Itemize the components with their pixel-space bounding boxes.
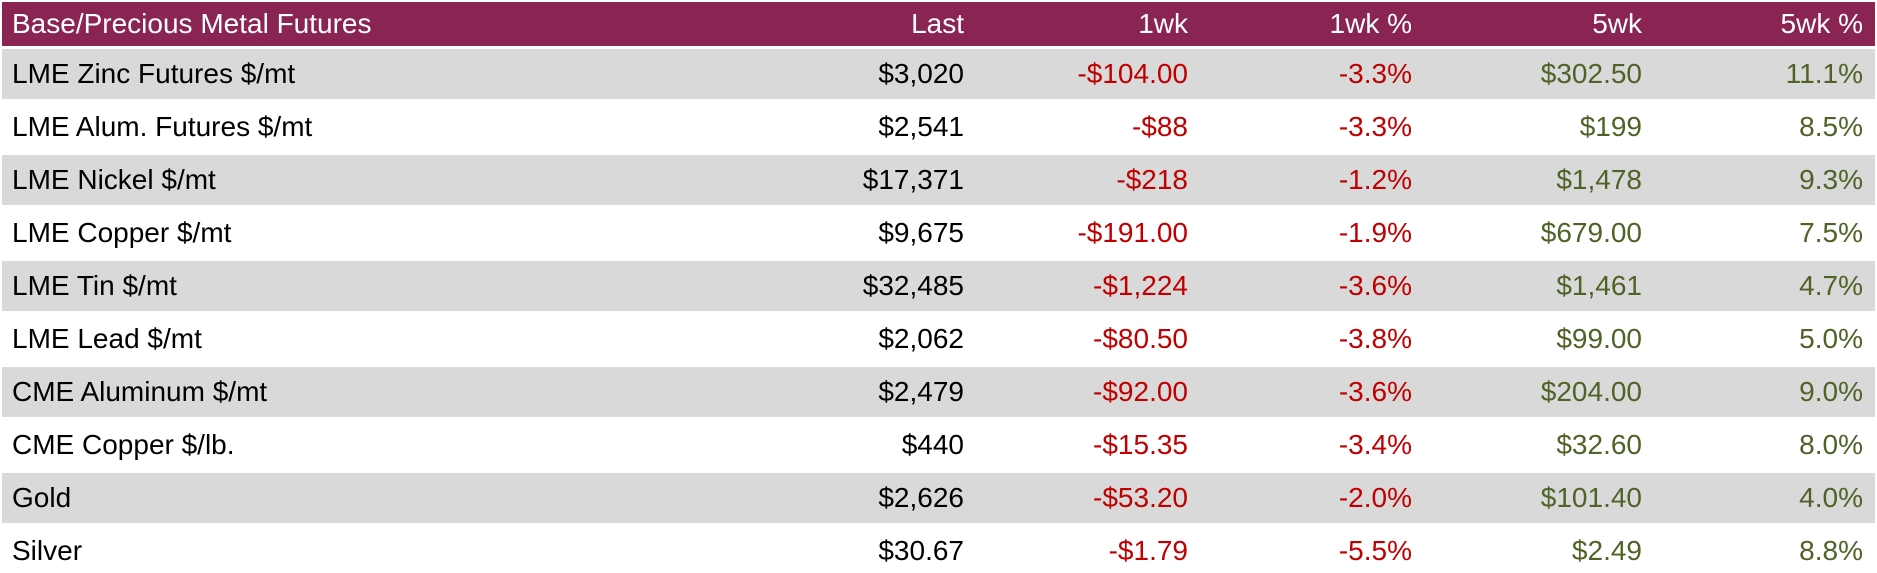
5wk-change-cell: $1,461 (1424, 261, 1654, 314)
5wk-change-cell: $2.49 (1424, 526, 1654, 573)
header-row: Base/Precious Metal Futures Last 1wk 1wk… (2, 2, 1875, 49)
1wk-change-cell: -$88 (976, 102, 1200, 155)
1wk-change-cell: -$92.00 (976, 367, 1200, 420)
1wk-percent-cell: -1.9% (1200, 208, 1424, 261)
last-price-cell: $30.67 (744, 526, 976, 573)
column-header-5wk-pct: 5wk % (1654, 2, 1875, 49)
5wk-percent-cell: 8.8% (1654, 526, 1875, 573)
last-price-cell: $2,541 (744, 102, 976, 155)
last-price-cell: $2,479 (744, 367, 976, 420)
last-price-cell: $440 (744, 420, 976, 473)
table-body: LME Zinc Futures $/mt $3,020 -$104.00 -3… (2, 49, 1875, 573)
table-row: LME Alum. Futures $/mt $2,541 -$88 -3.3%… (2, 102, 1875, 155)
1wk-change-cell: -$53.20 (976, 473, 1200, 526)
5wk-percent-cell: 11.1% (1654, 49, 1875, 102)
table-row: LME Lead $/mt $2,062 -$80.50 -3.8% $99.0… (2, 314, 1875, 367)
column-header-last: Last (744, 2, 976, 49)
5wk-percent-cell: 4.0% (1654, 473, 1875, 526)
1wk-change-cell: -$218 (976, 155, 1200, 208)
1wk-percent-cell: -3.6% (1200, 367, 1424, 420)
1wk-percent-cell: -2.0% (1200, 473, 1424, 526)
last-price-cell: $17,371 (744, 155, 976, 208)
5wk-percent-cell: 5.0% (1654, 314, 1875, 367)
1wk-change-cell: -$15.35 (976, 420, 1200, 473)
metal-name-cell: LME Copper $/mt (2, 208, 744, 261)
last-price-cell: $2,626 (744, 473, 976, 526)
metal-name-cell: CME Aluminum $/mt (2, 367, 744, 420)
last-price-cell: $2,062 (744, 314, 976, 367)
column-header-1wk: 1wk (976, 2, 1200, 49)
metal-name-cell: LME Alum. Futures $/mt (2, 102, 744, 155)
5wk-change-cell: $199 (1424, 102, 1654, 155)
1wk-percent-cell: -3.3% (1200, 102, 1424, 155)
table-row: Gold $2,626 -$53.20 -2.0% $101.40 4.0% (2, 473, 1875, 526)
5wk-percent-cell: 9.3% (1654, 155, 1875, 208)
table-row: CME Aluminum $/mt $2,479 -$92.00 -3.6% $… (2, 367, 1875, 420)
1wk-change-cell: -$1.79 (976, 526, 1200, 573)
metal-name-cell: LME Zinc Futures $/mt (2, 49, 744, 102)
5wk-change-cell: $101.40 (1424, 473, 1654, 526)
metal-name-cell: LME Tin $/mt (2, 261, 744, 314)
last-price-cell: $3,020 (744, 49, 976, 102)
1wk-percent-cell: -5.5% (1200, 526, 1424, 573)
1wk-percent-cell: -3.3% (1200, 49, 1424, 102)
5wk-change-cell: $302.50 (1424, 49, 1654, 102)
1wk-change-cell: -$80.50 (976, 314, 1200, 367)
5wk-change-cell: $204.00 (1424, 367, 1654, 420)
5wk-percent-cell: 9.0% (1654, 367, 1875, 420)
5wk-change-cell: $679.00 (1424, 208, 1654, 261)
metal-name-cell: Silver (2, 526, 744, 573)
5wk-percent-cell: 4.7% (1654, 261, 1875, 314)
1wk-change-cell: -$191.00 (976, 208, 1200, 261)
1wk-change-cell: -$1,224 (976, 261, 1200, 314)
last-price-cell: $9,675 (744, 208, 976, 261)
5wk-percent-cell: 8.5% (1654, 102, 1875, 155)
table-row: LME Nickel $/mt $17,371 -$218 -1.2% $1,4… (2, 155, 1875, 208)
table-row: CME Copper $/lb. $440 -$15.35 -3.4% $32.… (2, 420, 1875, 473)
1wk-change-cell: -$104.00 (976, 49, 1200, 102)
1wk-percent-cell: -3.8% (1200, 314, 1424, 367)
column-header-title: Base/Precious Metal Futures (2, 2, 744, 49)
table-row: LME Zinc Futures $/mt $3,020 -$104.00 -3… (2, 49, 1875, 102)
5wk-percent-cell: 8.0% (1654, 420, 1875, 473)
5wk-change-cell: $32.60 (1424, 420, 1654, 473)
5wk-percent-cell: 7.5% (1654, 208, 1875, 261)
metal-name-cell: LME Lead $/mt (2, 314, 744, 367)
column-header-5wk: 5wk (1424, 2, 1654, 49)
5wk-change-cell: $99.00 (1424, 314, 1654, 367)
1wk-percent-cell: -3.6% (1200, 261, 1424, 314)
1wk-percent-cell: -1.2% (1200, 155, 1424, 208)
metal-name-cell: LME Nickel $/mt (2, 155, 744, 208)
last-price-cell: $32,485 (744, 261, 976, 314)
table-header: Base/Precious Metal Futures Last 1wk 1wk… (2, 2, 1875, 49)
metal-name-cell: Gold (2, 473, 744, 526)
column-header-1wk-pct: 1wk % (1200, 2, 1424, 49)
metal-name-cell: CME Copper $/lb. (2, 420, 744, 473)
table-row: Silver $30.67 -$1.79 -5.5% $2.49 8.8% (2, 526, 1875, 573)
1wk-percent-cell: -3.4% (1200, 420, 1424, 473)
5wk-change-cell: $1,478 (1424, 155, 1654, 208)
table-row: LME Tin $/mt $32,485 -$1,224 -3.6% $1,46… (2, 261, 1875, 314)
table-row: LME Copper $/mt $9,675 -$191.00 -1.9% $6… (2, 208, 1875, 261)
